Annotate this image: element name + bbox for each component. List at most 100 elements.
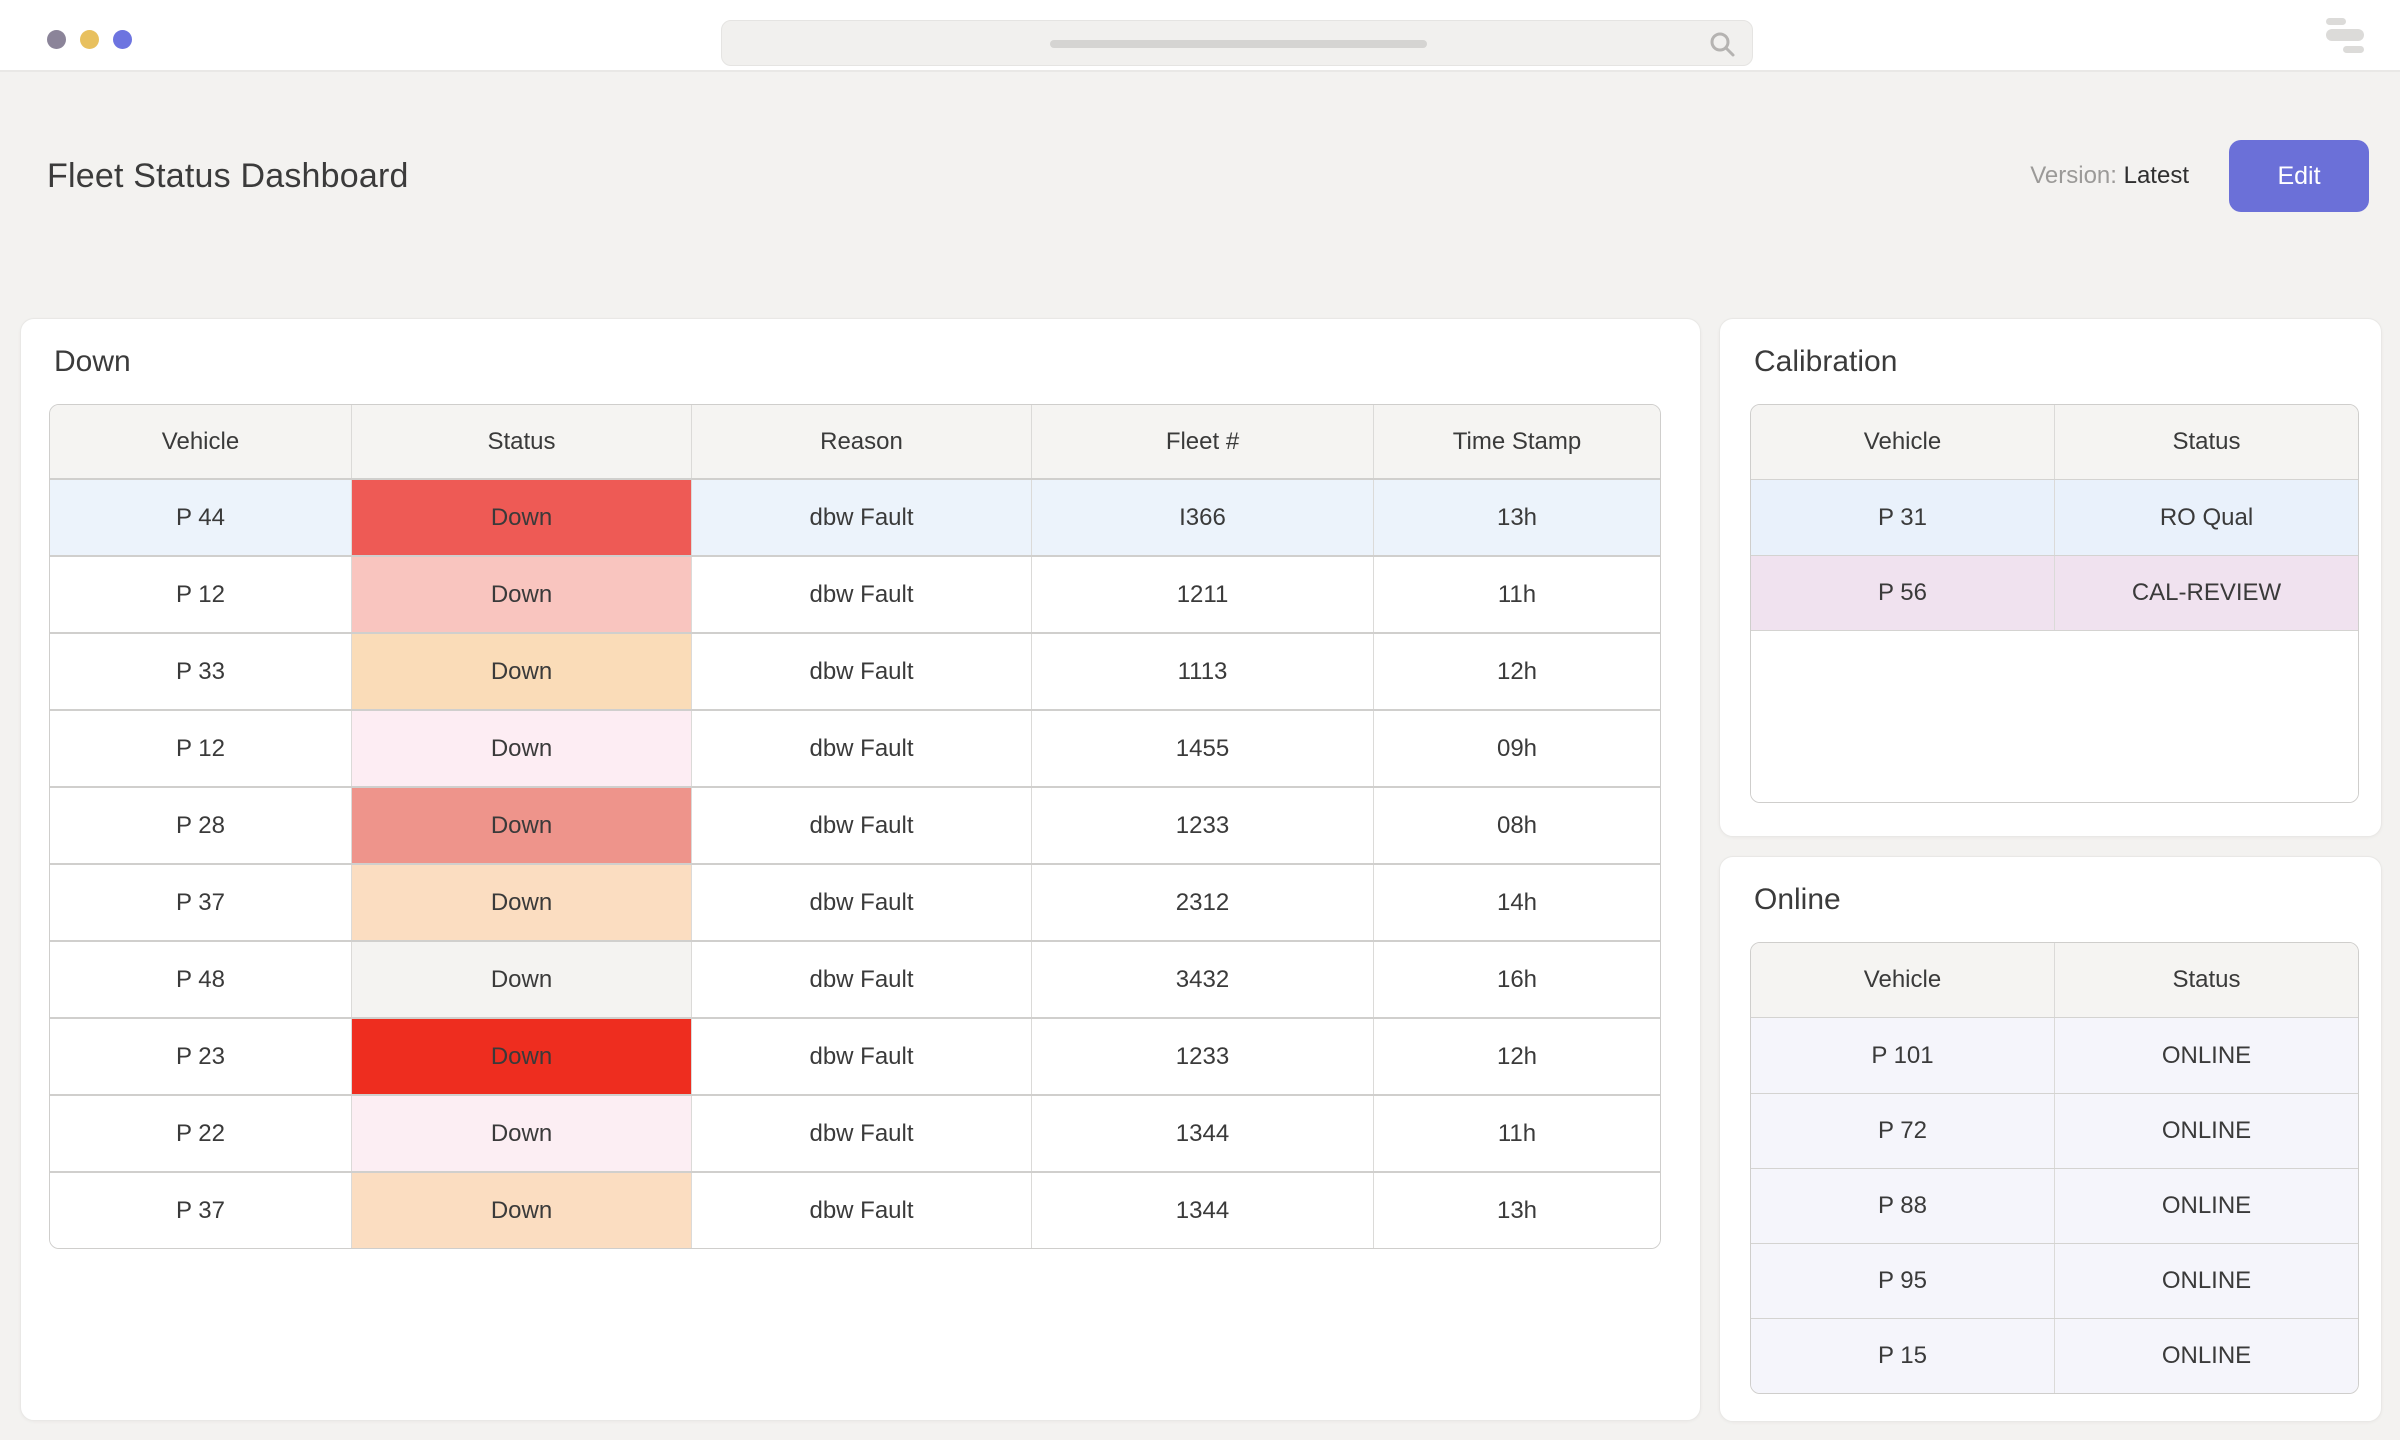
timestamp-cell: 08h bbox=[1496, 811, 1538, 839]
status-cell: ONLINE bbox=[2161, 1117, 2252, 1144]
online-table-header: Vehicle Status bbox=[1751, 943, 2358, 1018]
table-row: P 95 ONLINE bbox=[1751, 1243, 2358, 1318]
timestamp-cell: 11h bbox=[1497, 580, 1537, 608]
column-header-status: Status bbox=[2172, 428, 2241, 455]
reason-cell: dbw Fault bbox=[692, 942, 1032, 1017]
fleet-cell: 1344 bbox=[1032, 1173, 1374, 1248]
status-cell: Down bbox=[352, 942, 692, 1017]
vehicle-cell: P 28 bbox=[50, 788, 352, 863]
vehicle-cell: P 12 bbox=[50, 557, 352, 632]
status-cell: Down bbox=[352, 557, 692, 632]
page-header: Fleet Status Dashboard Version: Latest E… bbox=[47, 140, 2369, 212]
table-row: P 37 Down dbw Fault 2312 14h bbox=[50, 863, 1660, 940]
menu-bar-small-top bbox=[2326, 18, 2346, 25]
status-cell: Down bbox=[352, 1173, 692, 1248]
reason-cell: dbw Fault bbox=[692, 1019, 1032, 1094]
timestamp-cell: 12h bbox=[1496, 1042, 1538, 1070]
reason-cell: dbw Fault bbox=[692, 711, 1032, 786]
table-row: P 23 Down dbw Fault 1233 12h bbox=[50, 1017, 1660, 1094]
table-row: P 22 Down dbw Fault 1344 11h bbox=[50, 1094, 1660, 1171]
vehicle-cell: P 56 bbox=[1751, 556, 2055, 630]
timestamp-cell: 09h bbox=[1496, 734, 1538, 762]
vehicle-cell: P 23 bbox=[50, 1019, 352, 1094]
window-traffic-lights bbox=[47, 30, 132, 49]
version-value: Latest bbox=[2123, 162, 2189, 189]
version-label: Version: bbox=[2030, 162, 2117, 189]
browser-top-bar bbox=[0, 0, 2400, 72]
timestamp-cell: 13h bbox=[1496, 503, 1538, 531]
reason-cell: dbw Fault bbox=[692, 788, 1032, 863]
vehicle-cell: P 31 bbox=[1751, 480, 2055, 555]
table-row: P 31 RO Qual bbox=[1751, 480, 2358, 555]
status-cell: ONLINE bbox=[2161, 1192, 2252, 1219]
down-table: Vehicle Status Reason Fleet # Time Stamp… bbox=[49, 404, 1661, 1249]
table-row: P 48 Down dbw Fault 3432 16h bbox=[50, 940, 1660, 1017]
header-actions: Version: Latest Edit bbox=[2030, 140, 2369, 212]
online-panel: Online Vehicle Status P 101 ONLINE P 72 … bbox=[1719, 856, 2382, 1422]
window-dot-right-icon[interactable] bbox=[113, 30, 132, 49]
reason-cell: dbw Fault bbox=[692, 1173, 1032, 1248]
timestamp-cell: 11h bbox=[1497, 1119, 1537, 1147]
table-row: P 72 ONLINE bbox=[1751, 1093, 2358, 1168]
menu-bar-small-bottom bbox=[2343, 46, 2364, 53]
fleet-cell: 1113 bbox=[1032, 634, 1374, 709]
version-indicator: Version: Latest bbox=[2030, 162, 2189, 190]
online-table: Vehicle Status P 101 ONLINE P 72 ONLINE … bbox=[1750, 942, 2359, 1394]
address-search-bar[interactable] bbox=[721, 20, 1753, 66]
vehicle-cell: P 12 bbox=[50, 711, 352, 786]
status-cell: ONLINE bbox=[2161, 1342, 2252, 1369]
down-panel: Down Vehicle Status Reason Fleet # Time … bbox=[20, 318, 1701, 1421]
table-row: P 44 Down dbw Fault I366 13h bbox=[50, 480, 1660, 555]
vehicle-cell: P 72 bbox=[1751, 1094, 2055, 1168]
table-row: P 37 Down dbw Fault 1344 13h bbox=[50, 1171, 1660, 1248]
fleet-cell: 3432 bbox=[1032, 942, 1374, 1017]
calibration-table: Vehicle Status P 31 RO Qual P 56 CAL-REV… bbox=[1750, 404, 2359, 803]
vehicle-cell: P 95 bbox=[1751, 1244, 2055, 1318]
column-header-status: Status bbox=[2172, 966, 2241, 993]
column-header-status: Status bbox=[352, 405, 692, 478]
window-dot-left-icon[interactable] bbox=[47, 30, 66, 49]
column-header-fleet: Fleet # bbox=[1032, 405, 1374, 478]
search-placeholder-line bbox=[1050, 40, 1427, 48]
window-dot-middle-icon[interactable] bbox=[80, 30, 99, 49]
vehicle-cell: P 15 bbox=[1751, 1319, 2055, 1393]
fleet-cell: 1233 bbox=[1032, 788, 1374, 863]
vehicle-cell: P 37 bbox=[50, 1173, 352, 1248]
fleet-cell: 2312 bbox=[1032, 865, 1374, 940]
vehicle-cell: P 37 bbox=[50, 865, 352, 940]
fleet-cell: I366 bbox=[1032, 480, 1374, 555]
status-cell: ONLINE bbox=[2161, 1267, 2252, 1294]
column-header-vehicle: Vehicle bbox=[1751, 405, 2055, 479]
timestamp-cell: 16h bbox=[1496, 965, 1538, 993]
reason-cell: dbw Fault bbox=[692, 865, 1032, 940]
vehicle-cell: P 33 bbox=[50, 634, 352, 709]
calibration-table-header: Vehicle Status bbox=[1751, 405, 2358, 480]
timestamp-cell: 12h bbox=[1496, 657, 1538, 685]
browser-menu-icon[interactable] bbox=[2326, 18, 2366, 54]
search-icon bbox=[1710, 32, 1735, 57]
vehicle-cell: P 88 bbox=[1751, 1169, 2055, 1243]
status-cell: Down bbox=[352, 865, 692, 940]
status-cell: Down bbox=[352, 788, 692, 863]
fleet-cell: 1455 bbox=[1032, 711, 1374, 786]
status-cell: ONLINE bbox=[2161, 1041, 2252, 1069]
fleet-cell: 1233 bbox=[1032, 1019, 1374, 1094]
timestamp-cell: 13h bbox=[1496, 1196, 1538, 1224]
column-header-timestamp: Time Stamp bbox=[1452, 427, 1582, 455]
down-table-header: Vehicle Status Reason Fleet # Time Stamp bbox=[50, 405, 1660, 480]
edit-button[interactable]: Edit bbox=[2229, 140, 2369, 212]
calibration-table-empty-area bbox=[1751, 630, 2358, 802]
calibration-panel-title: Calibration bbox=[1754, 345, 1898, 378]
page-title: Fleet Status Dashboard bbox=[47, 156, 409, 195]
status-cell: Down bbox=[352, 634, 692, 709]
table-row: P 12 Down dbw Fault 1455 09h bbox=[50, 709, 1660, 786]
menu-bar-large-middle bbox=[2326, 29, 2364, 41]
fleet-cell: 1211 bbox=[1032, 557, 1374, 632]
calibration-panel: Calibration Vehicle Status P 31 RO Qual … bbox=[1719, 318, 2382, 837]
table-row: P 88 ONLINE bbox=[1751, 1168, 2358, 1243]
table-row: P 33 Down dbw Fault 1113 12h bbox=[50, 632, 1660, 709]
vehicle-cell: P 44 bbox=[50, 480, 352, 555]
status-cell: Down bbox=[352, 480, 692, 555]
table-row: P 15 ONLINE bbox=[1751, 1318, 2358, 1393]
